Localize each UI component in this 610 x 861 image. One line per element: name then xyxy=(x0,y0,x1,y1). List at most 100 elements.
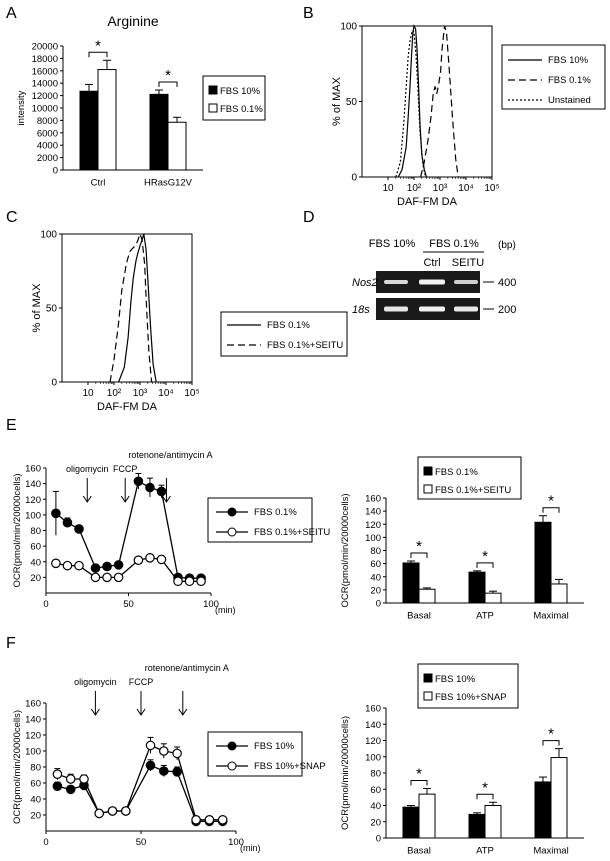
A-legend-swatch xyxy=(208,85,218,95)
B-x-tick-label: 10² xyxy=(407,183,422,194)
E-left-data-point xyxy=(51,508,61,519)
C-y-label: % of MAX xyxy=(31,283,43,333)
B-y-tick-label: 100 xyxy=(340,22,357,33)
gel-unit-label: (bp) xyxy=(498,240,516,251)
E-left-y-tick-label: 80 xyxy=(30,526,41,537)
gel-row-label: Nos2 xyxy=(352,277,378,289)
gel-band xyxy=(384,280,408,284)
E-right-y-tick-label: 0 xyxy=(376,599,381,610)
E-left-annotation-label: rotenone/antimycin A xyxy=(128,450,212,460)
E-left-y-tick-label: 60 xyxy=(30,542,41,553)
gel-marker-label: 400 xyxy=(498,277,516,289)
gel-band xyxy=(384,306,408,312)
E-left-x-label: (min) xyxy=(215,605,236,615)
B-y-tick-label: 0 xyxy=(351,173,357,184)
F-right-y-tick-label: 60 xyxy=(370,785,381,796)
F-left-y-tick-label: 80 xyxy=(30,763,41,774)
F-right-bar xyxy=(534,781,552,839)
F-left-legend-marker xyxy=(227,741,237,751)
A-y-tick-label: 10000 xyxy=(32,104,58,115)
E-right-y-tick-label: 160 xyxy=(365,494,381,505)
B-x-tick-label: 10³ xyxy=(433,183,448,194)
E-left-data-point xyxy=(102,561,112,572)
chart-c-histogram: 0 50 100 10 10² 10³ 10⁴ 10⁵ DAF-FM DA % of MAX FBS… xyxy=(31,230,348,413)
E-left-x-tick-label: 0 xyxy=(43,599,48,610)
F-left-annotation-arrowhead xyxy=(136,708,146,716)
A-y-tick-label: 8000 xyxy=(37,116,58,127)
F-right-legend-label: FBS 10% xyxy=(435,674,476,685)
C-x-tick-label: 10² xyxy=(107,388,122,399)
F-left-annotation-arrowhead xyxy=(90,708,100,716)
E-right-bar xyxy=(550,583,568,604)
E-left-data-point xyxy=(102,572,112,583)
panel-label-e: E xyxy=(6,417,17,434)
E-left-data-point xyxy=(74,524,84,534)
gel-marker-label: 200 xyxy=(498,304,516,316)
E-right-x-tick-label: Maximal xyxy=(533,611,568,622)
F-right-y-tick-label: 140 xyxy=(365,720,381,731)
F-right-significance-mark: * xyxy=(482,779,488,796)
F-left-data-point xyxy=(94,808,104,819)
C-legend-box xyxy=(220,311,348,357)
E-right-x-tick-label: ATP xyxy=(476,611,494,622)
F-left-y-label: OCR(pmol/min/20000cells) xyxy=(12,710,23,824)
A-x-tick-label: HRasG12V xyxy=(144,178,193,189)
A-legend-box xyxy=(202,75,266,121)
A-y-tick-label: 4000 xyxy=(37,141,58,152)
E-right-legend-label: FBS 0.1%+SEITU xyxy=(435,485,511,496)
E-left-annotation-arrowhead xyxy=(162,495,171,503)
panel-label-f: F xyxy=(6,635,16,652)
gel-row-label: 18s xyxy=(352,304,370,316)
F-right-y-tick-label: 100 xyxy=(365,752,381,763)
A-significance-bracket xyxy=(158,81,178,88)
E-right-bar xyxy=(418,588,436,604)
F-left-y-tick-label: 120 xyxy=(25,731,41,742)
F-left-annotation-label: oligomycin xyxy=(74,677,117,687)
panel-label-b: B xyxy=(303,5,314,22)
E-left-data-point xyxy=(133,555,144,565)
F-right-y-tick-label: 20 xyxy=(370,817,381,828)
F-left-annotation-arrowhead xyxy=(178,708,188,716)
F-left-y-tick-label: 20 xyxy=(30,811,41,822)
A-y-tick-label: 16000 xyxy=(32,66,58,77)
E-left-data-point xyxy=(173,576,183,587)
F-left-data-point xyxy=(145,760,156,771)
E-left-y-label: OCR(pmol/min/20000cells) xyxy=(12,473,23,587)
E-right-bar xyxy=(468,571,486,604)
E-left-data-point xyxy=(113,572,124,583)
E-right-legend-label: FBS 0.1% xyxy=(435,467,478,478)
E-right-legend-swatch xyxy=(423,484,433,494)
E-right-legend-swatch xyxy=(423,466,433,476)
F-left-annotation-label: rotenone/antimycin A xyxy=(145,663,229,673)
gel-header-left: FBS 10% xyxy=(369,238,416,250)
F-right-y-tick-label: 160 xyxy=(365,704,381,715)
F-right-significance-mark: * xyxy=(548,726,554,743)
F-left-legend-label: FBS 10%+SNAP xyxy=(254,761,326,772)
E-left-data-point xyxy=(62,517,73,528)
F-left-legend-box xyxy=(207,731,303,777)
C-legend-label: FBS 0.1% xyxy=(267,320,310,331)
gel-band xyxy=(419,306,445,312)
E-left-data-point xyxy=(145,553,155,563)
gel-band xyxy=(454,306,478,312)
F-right-legend-label: FBS 10%+SNAP xyxy=(435,692,507,703)
F-right-y-tick-label: 120 xyxy=(365,736,381,747)
B-legend-label: FBS 0.1% xyxy=(548,75,591,86)
E-left-data-point xyxy=(196,576,206,587)
F-left-data-point xyxy=(172,766,182,777)
E-left-annotation-arrowhead xyxy=(120,495,130,503)
C-x-tick-label: 10³ xyxy=(133,388,148,399)
F-right-x-tick-label: Basal xyxy=(407,846,431,857)
A-y-tick-label: 2000 xyxy=(37,153,58,164)
F-left-legend-label: FBS 10% xyxy=(254,741,295,752)
gel-band xyxy=(454,280,478,284)
A-significance-mark: * xyxy=(95,37,101,54)
F-left-x-tick-label: 0 xyxy=(43,837,48,848)
F-left-y-tick-label: 40 xyxy=(30,795,41,806)
F-left-data-point xyxy=(107,806,118,816)
F-right-y-tick-label: 80 xyxy=(370,769,381,780)
F-left-x-label: (min) xyxy=(240,843,261,853)
